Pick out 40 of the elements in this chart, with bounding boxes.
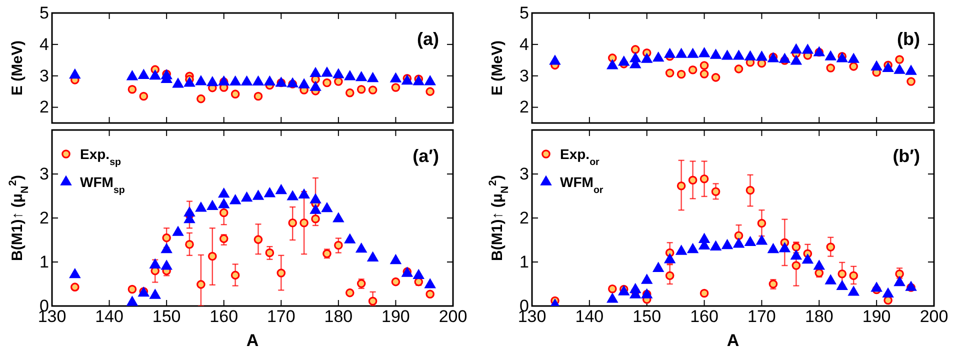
y-axis-title: E (MeV): [9, 40, 26, 96]
x-tick-label: 170: [748, 307, 776, 326]
y-tick-label: 3: [40, 164, 49, 184]
x-tick-label: 140: [95, 307, 124, 326]
y-tick-label: 2: [520, 208, 529, 228]
y-tick-label: 5: [520, 3, 529, 22]
y-tick-label: 4: [40, 34, 49, 54]
x-tick-label: 200: [920, 307, 948, 326]
annotation: (a′): [412, 146, 439, 166]
y-axis-title: E (MeV): [489, 40, 506, 96]
y-tick-label: 2: [40, 208, 49, 228]
x-tick-label: 140: [575, 307, 604, 326]
x-tick-label: 150: [632, 307, 662, 326]
y-tick-label: 2: [520, 98, 529, 117]
y-tick-label: 5: [40, 3, 49, 22]
y-tick-label: 1: [520, 252, 529, 272]
x-tick-label: 170: [266, 307, 296, 326]
x-tick-label: 190: [862, 307, 891, 326]
legend-label: WFM$_{sp}$: [80, 174, 125, 196]
annotation: (b): [897, 29, 920, 49]
legend-label: Exp.$_{or}$: [560, 146, 600, 168]
x-tick-label: 160: [690, 307, 718, 326]
x-tick-label: 180: [804, 307, 834, 326]
y-tick-label: 4: [520, 34, 529, 54]
x-tick-label: 190: [382, 307, 410, 326]
legend-label: Exp.$_{sp}$: [80, 146, 122, 168]
legend-label: WFM$_{or}$: [560, 174, 604, 196]
x-tick-label: 150: [152, 307, 181, 326]
y-tick-label: 3: [40, 66, 49, 86]
annotation: (b′): [892, 146, 920, 166]
x-tick-label: 160: [210, 307, 238, 326]
x-axis-title: A: [726, 331, 740, 350]
annotation: (a): [417, 29, 440, 49]
y-tick-label: 3: [520, 164, 529, 184]
x-tick-label: 200: [438, 307, 468, 326]
y-tick-label: 2: [40, 98, 49, 117]
y-tick-label: 3: [520, 66, 529, 86]
y-tick-label: 1: [40, 252, 49, 272]
x-tick-label: 180: [324, 307, 353, 326]
x-axis-title: A: [246, 331, 259, 350]
